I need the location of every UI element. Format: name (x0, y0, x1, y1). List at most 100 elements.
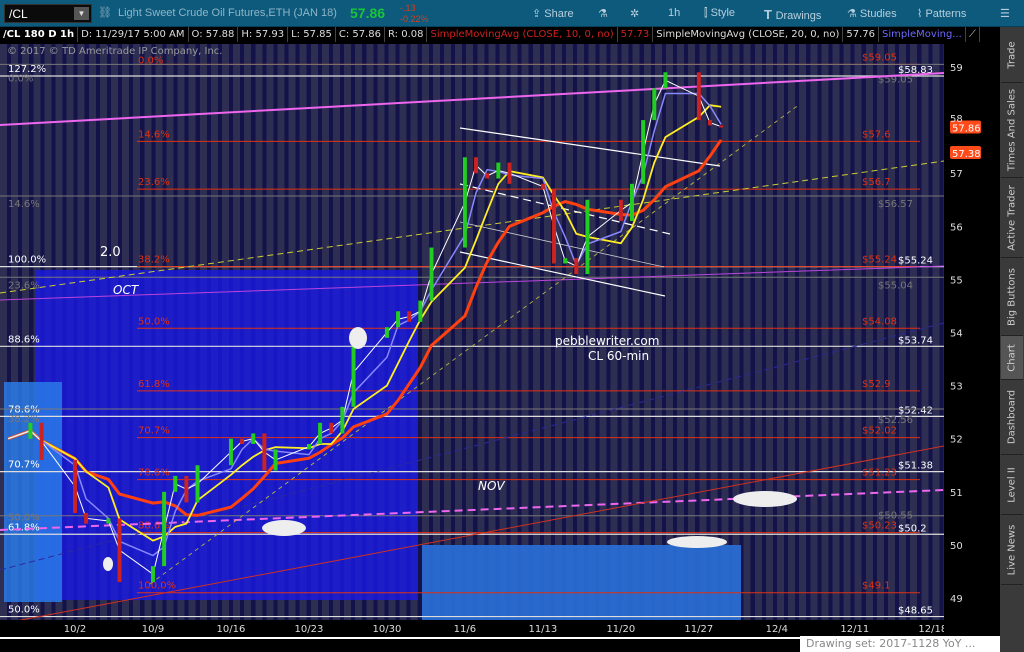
side-tab-label: Chart (1006, 343, 1018, 372)
share-button[interactable]: ⇪ Share (532, 7, 574, 20)
fib-red-pct: 14.6% (138, 129, 170, 140)
open-value: O: 57.88 (189, 27, 239, 42)
fib-red-pct: 88.6% (138, 521, 170, 532)
fib-red-price: $51.23 (862, 468, 897, 479)
share-label: Share (544, 8, 574, 20)
text-icon: T (764, 7, 776, 22)
time-tick: 11/6 (454, 624, 476, 635)
chevron-down-icon[interactable]: ▼ (74, 7, 89, 20)
price-marker: 57.38 (952, 149, 981, 160)
sma10-value: 57.73 (618, 27, 654, 42)
side-tab-times-and-sales[interactable]: Times And Sales (1001, 83, 1023, 178)
fib-red-pct: 70.7% (138, 426, 170, 437)
time-tick: 10/9 (142, 624, 164, 635)
link-icon[interactable]: ⛓ (98, 7, 112, 19)
price-bar (507, 162, 512, 184)
price-bar (696, 72, 701, 121)
price-tick: 51 (950, 488, 963, 499)
drawings-button[interactable]: T Drawings (764, 7, 821, 22)
price-bar (162, 491, 167, 567)
sma20-label[interactable]: SimpleMovingAvg (CLOSE, 20, 0, no) (653, 27, 844, 42)
side-tab-level-ii[interactable]: Level II (1001, 455, 1023, 515)
time-tick: 12/18 (918, 624, 944, 635)
ellipse-marker (262, 520, 306, 536)
side-tab-label: Level II (1006, 466, 1018, 503)
price-axis[interactable]: 57.86 57.38 59 58 57 56 55 54 53 52 51 50 49 (944, 44, 1000, 636)
chart-scrollbar[interactable] (0, 637, 800, 651)
flask-button[interactable]: ⚗ (598, 7, 608, 20)
sma-mid-line (7, 104, 722, 542)
studies-button[interactable]: ⚗ Studies (847, 7, 897, 20)
price-bar (641, 120, 646, 184)
fib-white-pct: 50.0% (8, 605, 40, 616)
trend-line (0, 265, 944, 301)
fib-red-pct: 100.0% (138, 581, 176, 592)
price-bar (28, 422, 33, 439)
fib-red-pct: 0.0% (138, 55, 163, 66)
fib-red-price: $56.7 (862, 177, 891, 188)
price-tick: 58 (950, 114, 963, 125)
fib-white-pct: 127.2% (8, 64, 46, 75)
time-tick: 12/11 (840, 624, 869, 635)
fib-red-pct: 50.0% (138, 316, 170, 327)
last-price: 57.86 (350, 5, 386, 21)
trend-line (18, 445, 944, 620)
fib-red-price: $50.23 (862, 521, 897, 532)
price-bar (73, 459, 77, 514)
side-tab-label: Live News (1006, 524, 1018, 575)
price-tick: 52 (950, 435, 963, 446)
trend-line (459, 221, 665, 268)
side-tab-chart[interactable]: Chart (1001, 336, 1023, 380)
price-bar (340, 406, 345, 434)
side-tab-dashboard[interactable]: Dashboard (1001, 380, 1023, 455)
price-axis-svg: 57.86 57.38 59 58 57 56 55 54 53 52 51 50 49 (950, 63, 981, 605)
style-button[interactable]: ⫿ Style (704, 7, 735, 20)
price-change: -.13 -0.22% (400, 3, 429, 25)
time-tick: 11/13 (528, 624, 557, 635)
fib-white-price: $58.83 (898, 65, 933, 76)
side-tab-active-trader[interactable]: Active Trader (1001, 178, 1023, 258)
change-pct: -0.22% (400, 14, 429, 24)
fib-gray-price: $56.57 (878, 199, 913, 210)
price-bar (663, 72, 668, 89)
price-bar (429, 247, 434, 301)
menu-button[interactable]: ☰ (1000, 7, 1010, 20)
patterns-icon: ⌇ (917, 8, 926, 20)
fib-white-price: $50.2 (898, 523, 927, 534)
time-axis[interactable]: 10/2 10/9 10/16 10/23 10/30 11/6 11/13 11/20 11/… (0, 620, 947, 636)
side-tab-live-news[interactable]: Live News (1001, 515, 1023, 585)
fib-red-price: $55.24 (862, 255, 897, 266)
side-tab-big-buttons[interactable]: Big Buttons (1001, 258, 1023, 336)
trend-line (149, 103, 801, 585)
settings-button[interactable]: ✲ (630, 7, 639, 20)
oct-highlight-box (35, 270, 418, 600)
fib-white-pct: 88.6% (8, 334, 40, 345)
side-tab-label: Big Buttons (1006, 267, 1018, 326)
sma20-value: 57.76 (843, 27, 880, 42)
chart-plot-area[interactable]: © 2017 © TD Ameritrade IP Company, Inc. 1… (0, 44, 944, 620)
symbol-input[interactable]: /CL ▼ (4, 4, 92, 23)
side-tab-trade[interactable]: Trade (1001, 27, 1023, 83)
price-bar (262, 433, 267, 471)
fib-white-pct: 78.6% (8, 404, 40, 415)
price-bar (652, 88, 657, 121)
sma-more-label[interactable]: SimpleMoving... (879, 27, 966, 42)
fib-red-price: $49.1 (862, 581, 891, 592)
price-marker-bg (950, 120, 981, 134)
time-tick: 12/4 (766, 624, 788, 635)
study-toggle-icon[interactable]: ⟋ (966, 27, 980, 42)
toolbar: /CL ▼ ⛓ Light Sweet Crude Oil Futures,ETH… (0, 0, 1024, 27)
time-tick: 11/27 (684, 624, 713, 635)
drawing-set-selector[interactable]: Drawing set: 2017-1128 YoY ... (800, 636, 1000, 652)
candle-icon: ⫿ (704, 7, 711, 19)
fib-white-pct: 70.7% (8, 460, 40, 471)
patterns-button[interactable]: ⌇ Patterns (917, 7, 966, 20)
trend-line (459, 183, 671, 235)
price-bar (585, 199, 590, 275)
price-bar (384, 327, 389, 338)
sma10-label[interactable]: SimpleMovingAvg (CLOSE, 10, 0, no) (427, 27, 618, 42)
timeframe-button[interactable]: 1h (668, 7, 681, 19)
price-bar (396, 311, 401, 328)
fib-red-pct: 78.6% (138, 468, 170, 479)
price-tick: 53 (950, 382, 963, 393)
